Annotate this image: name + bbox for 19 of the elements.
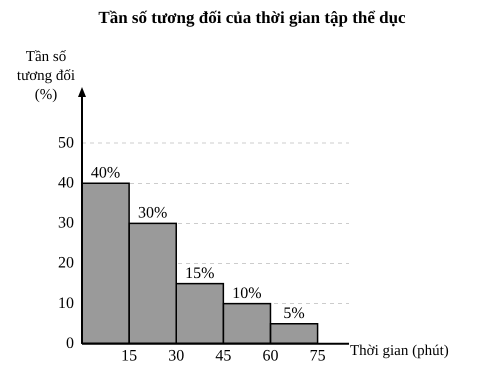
data-label: 30% [138, 204, 168, 222]
x-tick-label: 60 [262, 348, 278, 365]
chart-title: Tần số tương đối của thời gian tập thể dục [97, 8, 407, 28]
y-tick-label: 50 [58, 134, 74, 152]
y-tick-label: 30 [58, 214, 74, 232]
data-label: 10% [232, 284, 262, 302]
x-tick-label: 30 [168, 348, 184, 365]
y-tick-label: 10 [58, 294, 74, 312]
data-label: 15% [185, 264, 214, 282]
y-tick-label: 40 [58, 174, 74, 192]
data-label: 5% [283, 304, 305, 322]
y-axis-title: Tần số tương đối (%) [16, 48, 76, 105]
y-tick-label: 0 [66, 335, 74, 352]
data-label: 40% [90, 164, 120, 182]
x-axis-title: Thời gian (phút) [350, 343, 449, 360]
y-tick-label: 20 [58, 254, 74, 272]
x-tick-label: 45 [215, 348, 232, 365]
x-tick-label: 75 [310, 348, 326, 365]
x-tick-label: 15 [121, 348, 138, 365]
